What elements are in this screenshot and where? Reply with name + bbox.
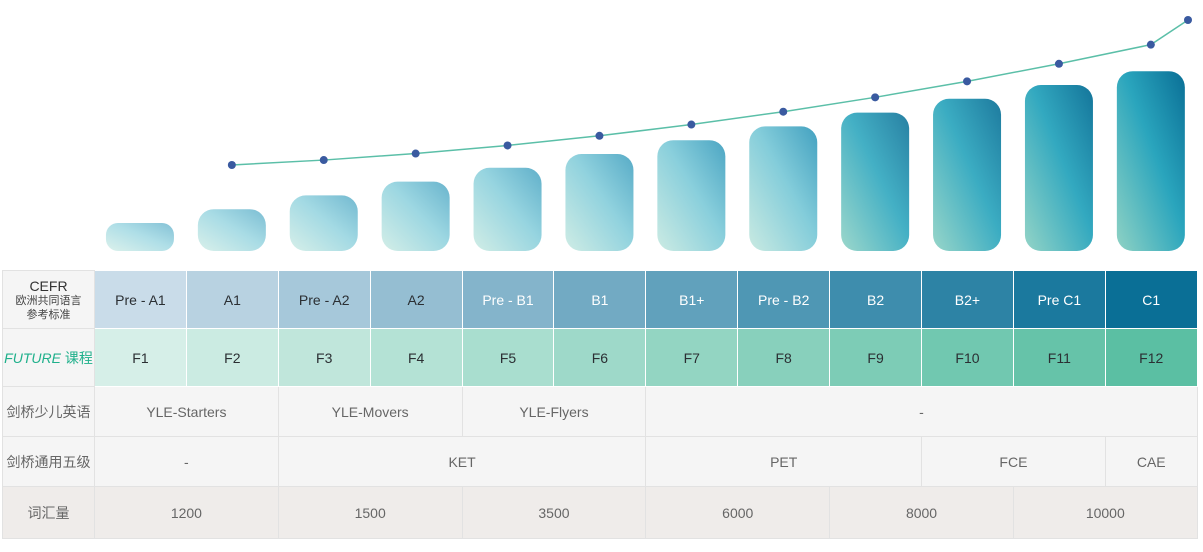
future-course-cell: F8 [737, 328, 831, 387]
yle-exam-cell: YLE-Starters [94, 386, 279, 437]
trend-dot [963, 77, 972, 86]
cefr-level-cell: Pre - A1 [94, 270, 187, 329]
level-block [841, 112, 910, 251]
vocabulary-cell: 3500 [461, 486, 647, 539]
cefr-subtitle-line1: 欧洲共同语言 [15, 294, 82, 307]
main-suite-exam-cell: - [94, 436, 279, 487]
level-block [197, 209, 266, 251]
yle-row: 剑桥少儿英语 YLE-Starters YLE-Movers YLE-Flyers - [2, 386, 1198, 437]
future-course-cell: F1 [94, 328, 187, 387]
trend-dot [871, 93, 880, 102]
vocabulary-row: 词汇量 1200 1500 3500 6000 8000 10000 [2, 486, 1198, 539]
level-block [1116, 71, 1185, 251]
cefr-level-cell: Pre - B2 [737, 270, 831, 329]
trend-dot [1184, 16, 1192, 24]
future-course-cell: F5 [461, 328, 555, 387]
cefr-subtitle-line2: 参考标准 [26, 308, 71, 321]
main-suite-exam-cell: KET [277, 436, 647, 487]
cefr-level-cell: Pre C1 [1012, 270, 1106, 329]
future-course-cell: F2 [185, 328, 279, 387]
future-course-cell: F12 [1104, 328, 1198, 387]
future-course-cell: F9 [829, 328, 923, 387]
main-suite-exam-cell: CAE [1104, 436, 1198, 487]
vocabulary-cell: 6000 [645, 486, 831, 539]
yle-exam-cell: YLE-Movers [277, 386, 463, 437]
level-block [381, 181, 450, 251]
cefr-level-cell: B1+ [645, 270, 739, 329]
cefr-level-cell: Pre - B1 [461, 270, 555, 329]
trend-dot [319, 156, 328, 165]
yle-exam-cell: YLE-Flyers [461, 386, 647, 437]
future-suffix: 课程 [64, 349, 93, 366]
future-course-cell: F7 [645, 328, 739, 387]
trend-dot [595, 131, 604, 140]
level-block [657, 140, 726, 251]
level-block [749, 126, 818, 251]
future-course-cell: F4 [369, 328, 463, 387]
vocabulary-cell: 1200 [94, 486, 279, 539]
future-header: FUTURE 课程 [2, 328, 95, 387]
cefr-level-cell: B2 [829, 270, 923, 329]
vocabulary-header: 词汇量 [2, 486, 95, 539]
cefr-level-cell: C1 [1104, 270, 1198, 329]
future-course-cell: F3 [277, 328, 371, 387]
cefr-level-cell: B2+ [921, 270, 1014, 329]
trend-dot [687, 120, 696, 129]
vocabulary-cell: 10000 [1012, 486, 1198, 539]
trend-dot [411, 149, 420, 158]
main-suite-row: 剑桥通用五级 - KET PET FCE CAE [2, 436, 1198, 487]
level-progression-graphic [105, 16, 1192, 251]
cefr-header: CEFR 欧洲共同语言 参考标准 [2, 270, 95, 329]
level-block [105, 223, 174, 251]
future-course-cell: F10 [921, 328, 1014, 387]
yle-header: 剑桥少儿英语 [2, 386, 95, 437]
level-comparison-table: CEFR 欧洲共同语言 参考标准 Pre - A1 A1 Pre - A2 A2 Pre… [2, 270, 1198, 539]
main-suite-exam-cell: PET [645, 436, 923, 487]
level-block [1024, 85, 1093, 251]
main-suite-header: 剑桥通用五级 [2, 436, 95, 487]
vocabulary-cell: 8000 [829, 486, 1014, 539]
trend-dot [503, 141, 512, 150]
trend-dot [227, 161, 236, 169]
future-course-cell: F11 [1012, 328, 1106, 387]
yle-exam-cell: - [645, 386, 1198, 437]
cefr-row: CEFR 欧洲共同语言 参考标准 Pre - A1 A1 Pre - A2 A2 Pre… [2, 270, 1198, 329]
level-block [933, 98, 1002, 251]
cefr-title: CEFR [29, 277, 68, 294]
future-course-row: FUTURE 课程 F1 F2 F3 F4 F5 F6 F7 F8 F9 F10 F11 F12 [2, 328, 1198, 387]
trend-dot [779, 107, 788, 116]
trend-dot [1054, 59, 1063, 68]
cefr-level-cell: Pre - A2 [277, 270, 371, 329]
main-suite-exam-cell: FCE [921, 436, 1106, 487]
future-course-cell: F6 [553, 328, 647, 387]
vocabulary-cell: 1500 [277, 486, 463, 539]
future-name: FUTURE [4, 349, 61, 366]
progress-trend-line [231, 19, 1189, 166]
level-block [473, 167, 542, 251]
level-block [565, 154, 634, 251]
cefr-level-cell: B1 [553, 270, 647, 329]
cefr-level-cell: A2 [369, 270, 463, 329]
cefr-level-cell: A1 [185, 270, 279, 329]
level-block [289, 195, 358, 251]
trend-dot [1146, 40, 1155, 49]
